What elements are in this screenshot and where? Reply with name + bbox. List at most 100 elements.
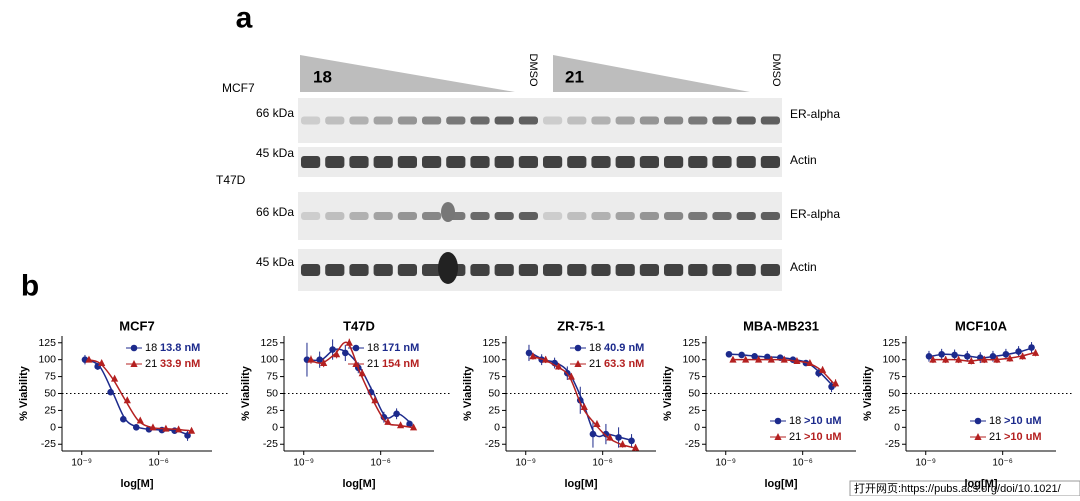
blot-band <box>397 116 417 125</box>
data-point <box>955 355 963 364</box>
marker <box>567 372 575 380</box>
cell-line: MCF7 <box>222 81 255 95</box>
y-tick-label: 50 <box>44 388 56 400</box>
legend-name: 18 <box>145 342 157 354</box>
marker <box>602 430 610 438</box>
marker <box>738 351 745 359</box>
blot-band <box>422 156 442 168</box>
data-point <box>358 369 366 378</box>
legend-ic50: >10 uM <box>804 415 842 427</box>
data-point <box>132 424 140 431</box>
y-tick-label: 0 <box>894 421 900 433</box>
blot-band <box>494 264 514 276</box>
y-axis-label: % Viability <box>862 365 874 421</box>
marker <box>780 355 788 363</box>
y-tick-label: 50 <box>488 388 500 400</box>
blot-band <box>543 212 563 220</box>
legend-ic50: 63.3 nM <box>604 358 644 370</box>
mw-label: 45 kDa <box>256 255 294 269</box>
data-point <box>589 420 597 448</box>
y-axis-label: % Viability <box>18 365 30 421</box>
data-point <box>831 379 840 388</box>
footer: 打开网页:https://pubs.acs.org/doi/10.1021/ <box>854 481 1062 495</box>
y-tick-label: 0 <box>494 421 500 433</box>
marker <box>619 440 627 448</box>
protein-label: ER-alpha <box>790 207 840 221</box>
data-point <box>409 423 418 431</box>
data-point <box>320 359 328 368</box>
marker <box>806 359 814 367</box>
blot-band <box>397 156 417 168</box>
gradient-wedge <box>553 55 750 92</box>
marker <box>764 353 771 361</box>
marker <box>793 357 801 365</box>
blot-band <box>325 156 345 168</box>
blot-band <box>494 212 514 220</box>
blot-band <box>518 212 538 220</box>
blot-band <box>712 116 732 125</box>
data-point <box>980 355 988 364</box>
blot-band <box>736 156 756 168</box>
blot-strip <box>298 249 782 291</box>
data-point <box>764 353 771 361</box>
mw-label: 66 kDa <box>256 205 294 219</box>
blot-strip <box>298 192 782 240</box>
blot-band <box>591 264 611 276</box>
marker <box>120 415 127 423</box>
blot-band <box>470 156 490 168</box>
blot-band <box>664 156 684 168</box>
marker <box>358 369 366 377</box>
data-point <box>107 388 114 396</box>
marker <box>542 355 550 363</box>
marker <box>371 396 379 404</box>
marker <box>525 349 533 357</box>
data-point <box>755 355 763 363</box>
marker <box>316 356 323 363</box>
blot-band <box>639 156 659 168</box>
marker <box>1031 348 1040 356</box>
compound-label: 18 <box>313 68 332 87</box>
marker <box>406 420 413 428</box>
blot-band <box>422 116 442 125</box>
fit-curve <box>86 358 190 437</box>
data-point <box>793 357 801 365</box>
marker <box>409 423 418 431</box>
marker <box>580 403 588 411</box>
blot-band <box>688 212 708 220</box>
marker <box>342 349 349 357</box>
data-point <box>628 434 635 448</box>
legend-ic50: >10 uM <box>1004 431 1042 443</box>
marker <box>380 413 388 421</box>
blot-band <box>688 264 708 276</box>
x-tick-label: 10⁻⁹ <box>715 458 736 469</box>
legend-name: 21 <box>367 358 379 370</box>
data-point <box>925 350 933 362</box>
blot-strip <box>298 98 782 143</box>
blot-band <box>615 156 635 168</box>
marker <box>187 426 196 434</box>
y-tick-label: 125 <box>882 337 900 349</box>
marker <box>631 443 640 451</box>
blot-band <box>301 116 321 125</box>
y-tick-label: 125 <box>482 337 500 349</box>
blot-band <box>494 116 514 125</box>
marker <box>107 388 114 396</box>
marker <box>964 352 971 360</box>
data-point <box>729 355 737 363</box>
marker <box>123 396 131 404</box>
data-point <box>316 351 323 368</box>
legend-ic50: 13.8 nM <box>160 342 200 354</box>
blot-band <box>736 212 756 220</box>
y-tick-label: 0 <box>50 421 56 433</box>
data-point <box>767 355 775 363</box>
blot-band <box>615 116 635 125</box>
marker <box>1028 344 1035 351</box>
blot-band <box>470 264 490 276</box>
x-tick-label: 10⁻⁹ <box>915 458 936 469</box>
blot-band <box>712 156 732 168</box>
marker <box>529 352 537 360</box>
y-tick-label: 0 <box>272 421 278 433</box>
blot-band <box>422 264 442 276</box>
blot-band <box>688 156 708 168</box>
y-axis-label: % Viability <box>240 365 252 421</box>
